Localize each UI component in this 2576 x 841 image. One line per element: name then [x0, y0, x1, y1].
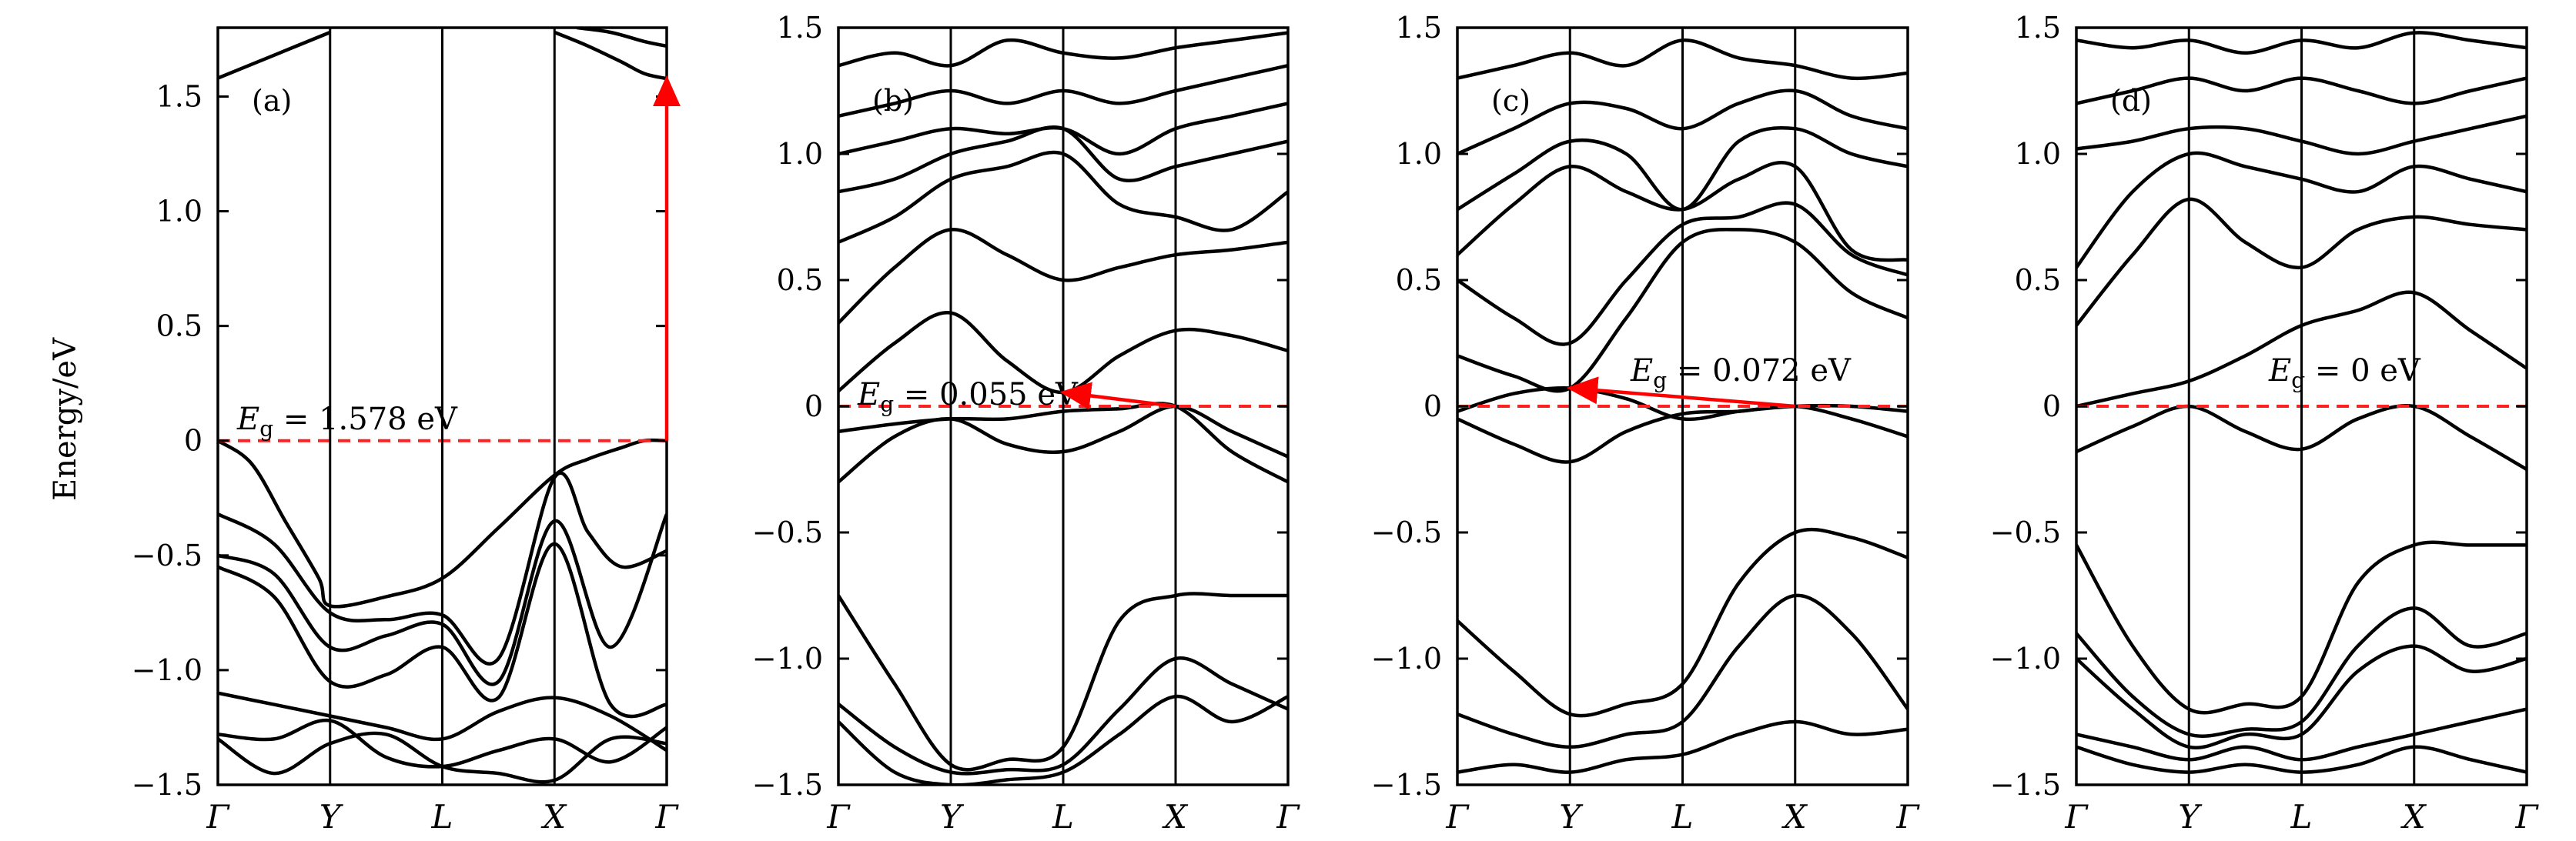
kpoint-label: X — [1781, 798, 1808, 836]
y-tick-label: 0 — [184, 424, 202, 458]
kpoint-label: Γ — [2064, 798, 2089, 836]
band-line — [838, 228, 1288, 325]
kpoint-label: Γ — [206, 798, 230, 836]
y-tick-label: 1.5 — [1396, 11, 1442, 45]
panel-d: −1.5 −1.0 −0.5 0 0.5 1.0 1.5 Γ Y L X Γ (d) Eg = 0 eV — [1990, 11, 2540, 836]
panel-label: (b) — [872, 84, 914, 118]
y-tick-label: −0.5 — [1371, 516, 1442, 549]
y-tick-label: 1.0 — [777, 137, 823, 171]
kpoint-label: Y — [1559, 798, 1584, 836]
y-tick-label: −0.5 — [132, 539, 202, 572]
kpoint-label: X — [1162, 798, 1189, 836]
y-tick-label: 0 — [805, 389, 823, 423]
y-tick-label: 0.5 — [156, 309, 202, 343]
band-gap-label: Eg = 0.072 eV — [1630, 353, 1852, 393]
kpoint-label: L — [1052, 798, 1074, 836]
y-tick-label: 0 — [1423, 389, 1442, 423]
y-tick-label: 0.5 — [1396, 263, 1442, 297]
y-tick-label: −0.5 — [1990, 516, 2061, 549]
band-line — [218, 471, 667, 666]
panel-label: (d) — [2110, 84, 2152, 118]
y-tick-label: −1.5 — [1371, 768, 1442, 802]
kpoint-label: Γ — [1276, 798, 1300, 836]
band-line — [838, 656, 1288, 776]
band-line — [2076, 540, 2527, 715]
y-tick-label: 1.5 — [2015, 11, 2061, 45]
y-tick-label: 0 — [2042, 389, 2061, 423]
kpoint-label: L — [1671, 798, 1694, 836]
y-tick-label: −1.0 — [752, 642, 823, 676]
y-tick-label: 1.0 — [2015, 137, 2061, 171]
y-tick-label: −1.5 — [1990, 768, 2061, 802]
band-gap-arrow — [1566, 376, 1795, 409]
panel-b: −1.5 −1.0 −0.5 0 0.5 1.0 1.5 Γ Y L X Γ (b) Eg = 0.055… — [752, 11, 1301, 836]
panels: −1.5 −1.0 −0.5 0 0.5 1.0 1.5 Γ Y L X Γ (a) Eg = 1.578… — [132, 11, 2540, 836]
y-tick-label: −1.5 — [752, 768, 823, 802]
band-gap-arrow — [1059, 382, 1176, 410]
kpoint-label: Γ — [654, 798, 679, 836]
y-tick-label: 1.5 — [156, 79, 202, 113]
panel-a: −1.5 −1.0 −0.5 0 0.5 1.0 1.5 Γ Y L X Γ (a) Eg = 1.578… — [132, 26, 681, 836]
band-line — [554, 30, 667, 81]
kpoint-label: Y — [940, 798, 965, 836]
band-gap-label: Eg = 0.055 eV — [857, 377, 1079, 417]
y-tick-label: −0.5 — [752, 516, 823, 549]
y-tick-label: −1.0 — [132, 653, 202, 687]
kpoint-label: L — [431, 798, 453, 836]
y-tick-label: 0.5 — [2015, 263, 2061, 297]
y-axis-label: Energy/eV — [48, 337, 83, 501]
kpoint-label: Y — [2178, 798, 2203, 836]
band-line — [1457, 527, 1908, 718]
y-tick-label: 0.5 — [777, 263, 823, 297]
panel-label: (a) — [252, 84, 292, 118]
band-line — [1457, 201, 1908, 346]
band-line — [2076, 197, 2527, 327]
kpoint-label: L — [2290, 798, 2313, 836]
band-line — [218, 513, 667, 686]
y-tick-label: −1.0 — [1371, 642, 1442, 676]
kpoint-label: Γ — [2514, 798, 2539, 836]
panel-c: −1.5 −1.0 −0.5 0 0.5 1.0 1.5 Γ Y L X Γ (c) Eg = 0.072… — [1371, 11, 1921, 836]
y-tick-label: 1.5 — [777, 11, 823, 45]
kpoint-label: Γ — [1445, 798, 1470, 836]
kpoint-label: X — [2400, 798, 2427, 836]
band-gap-label: Eg = 1.578 eV — [236, 402, 458, 442]
band-line — [1457, 228, 1908, 393]
y-tick-label: 1.0 — [156, 195, 202, 229]
band-line — [577, 28, 667, 48]
band-line — [1457, 593, 1908, 749]
band-line — [2076, 151, 2527, 269]
y-tick-label: −1.0 — [1990, 642, 2061, 676]
panel-label: (c) — [1491, 84, 1531, 118]
kpoint-label: Γ — [1895, 798, 1920, 836]
kpoint-label: X — [540, 798, 567, 836]
y-tick-label: −1.5 — [132, 768, 202, 802]
band-line — [218, 30, 331, 80]
y-tick-label: 1.0 — [1396, 137, 1442, 171]
kpoint-label: Γ — [826, 798, 851, 836]
band-line — [838, 694, 1288, 785]
band-gap-label: Eg = 0 eV — [2268, 353, 2421, 393]
band-line — [218, 542, 667, 719]
kpoint-label: Y — [319, 798, 344, 836]
